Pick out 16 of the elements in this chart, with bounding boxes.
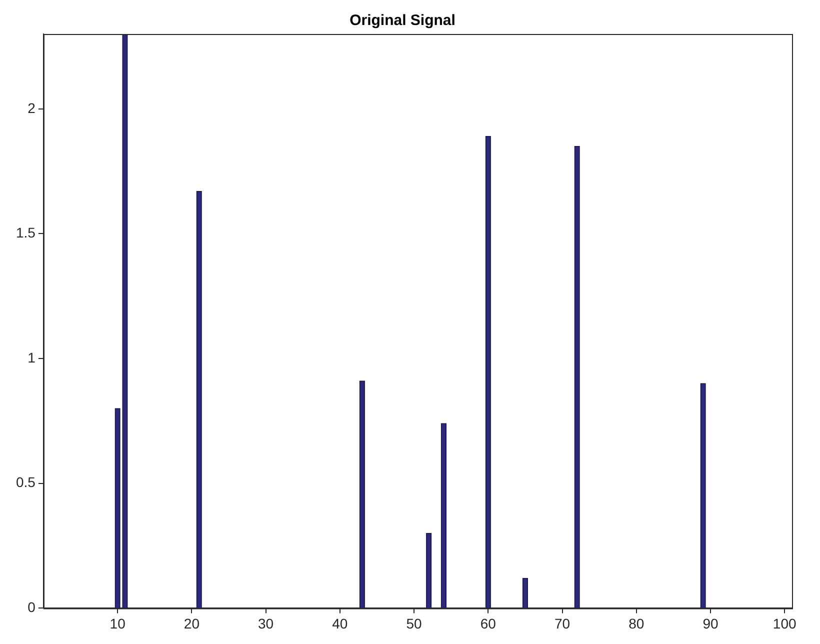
x-tick-label: 50 bbox=[406, 615, 422, 632]
x-tick-label: 10 bbox=[110, 615, 126, 632]
y-tick-label: 1.5 bbox=[16, 224, 36, 241]
x-tick-label: 70 bbox=[554, 615, 570, 632]
y-tick-label: 0.5 bbox=[16, 474, 36, 490]
chart-title: Original Signal bbox=[350, 12, 456, 30]
x-tick-label: 80 bbox=[628, 615, 644, 632]
x-tick-label: 30 bbox=[258, 615, 274, 632]
x-tick-label: 40 bbox=[332, 615, 348, 632]
y-tick-label: 2 bbox=[28, 100, 36, 116]
y-tick-label: 0 bbox=[28, 599, 36, 616]
x-tick-label: 60 bbox=[480, 615, 496, 632]
x-tick-label: 20 bbox=[184, 615, 200, 632]
y-tick-label: 1 bbox=[28, 349, 36, 366]
x-tick-label: 90 bbox=[702, 615, 718, 632]
x-tick-label: 100 bbox=[772, 615, 796, 632]
